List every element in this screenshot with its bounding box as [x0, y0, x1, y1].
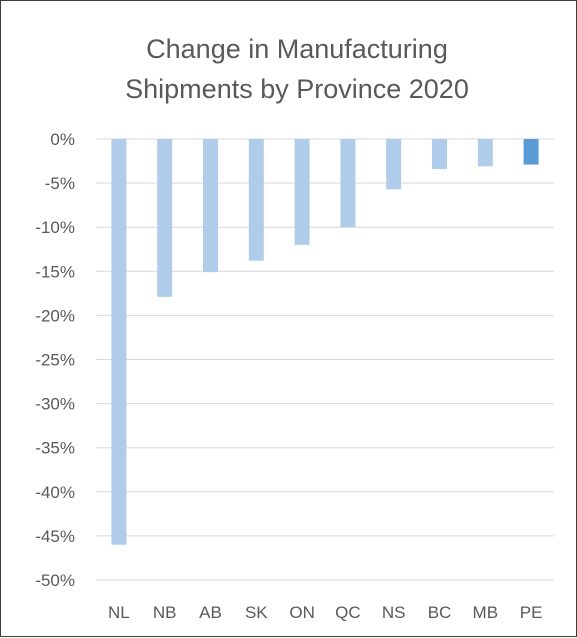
- y-tick-label: -30%: [35, 395, 75, 414]
- chart-title-line-2: Shipments by Province 2020: [125, 74, 469, 104]
- bar-nb: [157, 139, 173, 297]
- x-tick-label-on: ON: [289, 603, 315, 622]
- y-tick-label: -50%: [35, 571, 75, 590]
- chart-title-line-1: Change in Manufacturing: [146, 34, 448, 64]
- y-tick-label: -20%: [35, 306, 75, 325]
- x-tick-label-nl: NL: [108, 603, 130, 622]
- y-tick-label: -5%: [45, 174, 75, 193]
- bar-ab: [203, 139, 218, 273]
- x-tick-label-ns: NS: [382, 603, 406, 622]
- bar-pe: [523, 139, 539, 165]
- y-tick-label: -10%: [35, 218, 75, 237]
- bar-mb: [477, 139, 493, 167]
- x-tick-label-ab: AB: [199, 603, 222, 622]
- x-tick-label-nb: NB: [153, 603, 177, 622]
- gridlines: [96, 138, 554, 581]
- bar-on: [294, 139, 310, 245]
- y-axis-ticks: 0% -5% -10% -15% -20% -25% -30% -35% -40% -45% -50…: [35, 130, 75, 590]
- bar-bc: [432, 139, 447, 169]
- y-tick-label: -35%: [35, 439, 75, 458]
- x-tick-label-pe: PE: [520, 603, 543, 622]
- x-tick-label-bc: BC: [428, 603, 452, 622]
- y-tick-label: -15%: [35, 262, 75, 281]
- bar-qc: [340, 139, 356, 228]
- x-tick-label-qc: QC: [335, 603, 361, 622]
- bar-sk: [248, 139, 264, 261]
- x-tick-label-sk: SK: [245, 603, 268, 622]
- bar-nl: [111, 139, 127, 545]
- bars: [111, 139, 539, 545]
- x-tick-label-mb: MB: [473, 603, 499, 622]
- x-axis-ticks: NL NB AB SK ON QC NS BC MB PE: [108, 603, 542, 622]
- bar-ns: [386, 139, 402, 190]
- y-tick-label: -40%: [35, 483, 75, 502]
- y-tick-label: -25%: [35, 351, 75, 370]
- y-tick-label: -45%: [35, 527, 75, 546]
- y-tick-label: 0%: [50, 130, 75, 149]
